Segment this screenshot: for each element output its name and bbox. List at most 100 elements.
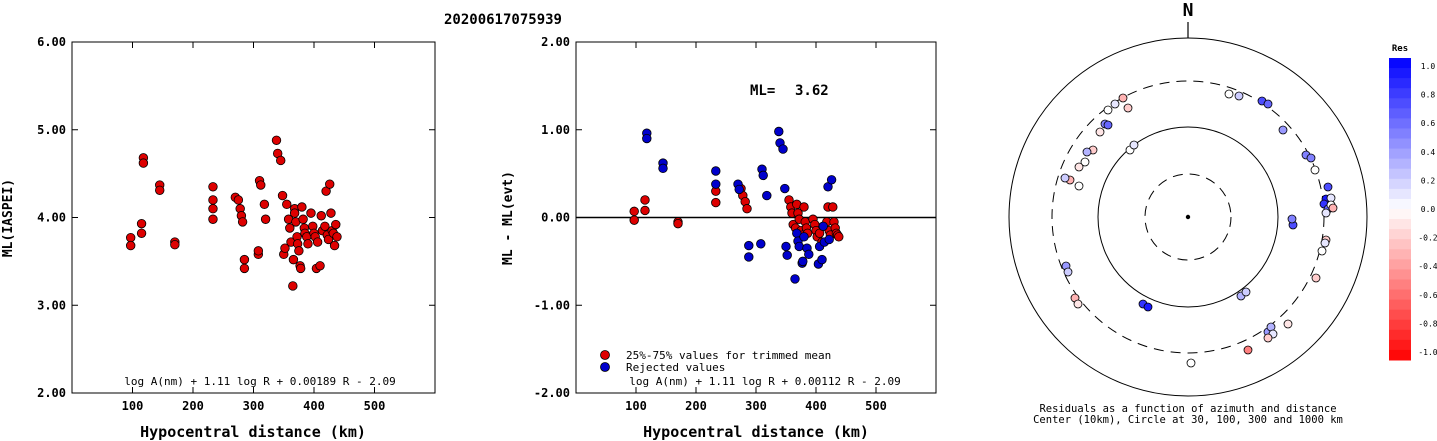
colorbar-cell xyxy=(1389,249,1411,260)
chart-title: 20200617075939 xyxy=(444,12,562,28)
colorbar-cell xyxy=(1389,239,1411,250)
colorbar-cell xyxy=(1389,158,1411,170)
colorbar-cell xyxy=(1389,309,1411,321)
ml-value: 3.62 xyxy=(795,83,829,99)
colorbar-cells xyxy=(1389,58,1411,361)
station-marker xyxy=(1321,208,1331,218)
station-marker xyxy=(1278,125,1288,135)
colorbar-tick-label: 0.6 xyxy=(1421,119,1436,128)
azimuth-residual-plot: N Residuals as a function of azimuth and… xyxy=(1008,0,1368,426)
data-point xyxy=(762,190,772,201)
data-point xyxy=(315,261,325,271)
data-point xyxy=(781,241,791,252)
station-marker xyxy=(1095,127,1105,137)
y-tick-label: -1.00 xyxy=(534,298,570,312)
colorbar-tick-label: -0.8 xyxy=(1418,319,1437,328)
station-marker xyxy=(1328,203,1338,213)
data-point xyxy=(276,155,286,166)
station-marker xyxy=(1123,103,1133,113)
data-point xyxy=(834,232,844,242)
data-point xyxy=(297,202,307,212)
colorbar-cell xyxy=(1389,229,1411,240)
station-marker xyxy=(1129,140,1139,150)
station-marker xyxy=(1310,165,1320,175)
station-marker xyxy=(1320,238,1330,248)
data-point xyxy=(320,221,330,231)
colorbar-cell xyxy=(1389,118,1411,129)
colorbar-tick-label: -0.4 xyxy=(1418,262,1437,271)
colorbar-cell xyxy=(1389,339,1411,351)
colorbar-tick-label: 0.4 xyxy=(1421,148,1436,157)
colorbar-cell xyxy=(1389,98,1411,109)
formula-label: log A(nm) + 1.11 log R + 0.00189 R - 2.0… xyxy=(124,375,396,388)
data-point xyxy=(804,249,814,260)
y-axis-label: ML - ML(evt) xyxy=(501,171,516,265)
x-tick-label: 500 xyxy=(865,399,887,413)
y-tick-label: 6.00 xyxy=(37,35,66,49)
data-point xyxy=(237,217,248,227)
data-point xyxy=(711,166,721,176)
station-marker xyxy=(1241,287,1251,297)
data-point xyxy=(239,254,250,265)
data-point xyxy=(256,180,266,190)
station-marker xyxy=(1306,153,1316,163)
station-marker xyxy=(1263,99,1273,109)
data-point xyxy=(826,175,837,185)
data-point xyxy=(260,214,271,224)
colorbar-cell xyxy=(1389,88,1411,99)
data-point xyxy=(818,221,828,231)
data-point xyxy=(734,184,744,195)
data-point xyxy=(658,163,668,174)
data-point xyxy=(673,218,683,229)
x-tick-label: 300 xyxy=(243,399,265,413)
data-point xyxy=(326,208,336,218)
colorbar-cell xyxy=(1389,349,1411,361)
ml-label: ML= xyxy=(750,83,775,99)
data-point xyxy=(239,263,250,274)
data-point xyxy=(288,254,299,265)
data-point xyxy=(629,215,639,225)
residual-colorbar: Res 1.0 0.8 0.6 0.4 0.2 0.0 -0.2 -0.4 -0.6 -0.8 -1… xyxy=(1389,44,1437,361)
caption-line-2: Center (10km), Circle at 30, 100, 300 an… xyxy=(1033,414,1343,426)
colorbar-cell xyxy=(1389,299,1411,311)
data-point xyxy=(138,158,149,168)
colorbar-title: Res xyxy=(1392,44,1408,54)
colorbar-tick-label: 0.2 xyxy=(1421,176,1436,185)
colorbar-labels: 1.0 0.8 0.6 0.4 0.2 0.0 -0.2 -0.4 -0.6 -0.8 -1.0 xyxy=(1418,62,1437,357)
data-point xyxy=(329,240,340,251)
colorbar-cell xyxy=(1389,148,1411,160)
data-point xyxy=(233,195,244,205)
colorbar-cell xyxy=(1389,198,1411,210)
colorbar-cell xyxy=(1389,219,1411,230)
colorbar-cell xyxy=(1389,58,1411,69)
data-point xyxy=(170,240,180,250)
x-tick-label: 100 xyxy=(625,399,647,413)
data-point xyxy=(711,197,721,208)
y-tick-label: -2.00 xyxy=(534,386,570,400)
y-tick-label: 5.00 xyxy=(37,123,66,137)
station-marker xyxy=(1243,345,1253,355)
data-point xyxy=(774,126,784,137)
station-marker xyxy=(1224,89,1234,99)
colorbar-cell xyxy=(1389,128,1411,140)
range-circle-30km xyxy=(1144,173,1232,261)
plot-frame xyxy=(71,41,436,394)
station-marker xyxy=(1110,99,1120,109)
data-point xyxy=(331,219,341,230)
legend-marker-rejected xyxy=(600,362,610,372)
colorbar-cell xyxy=(1389,108,1411,119)
station-marker xyxy=(1103,105,1113,115)
station-marker xyxy=(1143,302,1153,312)
data-point xyxy=(824,234,834,245)
data-point xyxy=(280,243,290,253)
data-point xyxy=(742,204,752,214)
y-tick-label: 1.00 xyxy=(541,123,570,137)
north-label: N xyxy=(1183,0,1194,21)
axis-ticks: 100 200 300 400 500 -2.00 -1.00 0.00 1.00 2.00 xyxy=(534,35,936,413)
data-point xyxy=(253,246,264,256)
range-circle-300km xyxy=(1051,80,1325,354)
data-point xyxy=(629,206,639,217)
station-marker xyxy=(1283,319,1293,329)
y-tick-label: 4.00 xyxy=(37,211,66,225)
